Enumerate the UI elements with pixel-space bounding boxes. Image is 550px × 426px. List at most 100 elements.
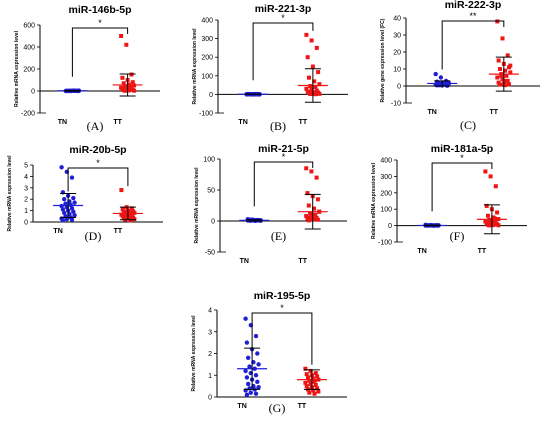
y-tick-label: 2 (208, 351, 212, 358)
data-point (307, 378, 312, 383)
data-point (508, 70, 513, 75)
significance-bracket (67, 167, 129, 192)
data-point (313, 84, 318, 89)
series-tt (112, 188, 143, 223)
y-axis-label: Relative mRNA expression level (371, 162, 377, 239)
data-point (313, 383, 318, 388)
data-point (495, 210, 500, 215)
significance-bracket (431, 162, 493, 212)
y-tick-label: 3 (24, 185, 28, 192)
series-tn (238, 91, 269, 97)
significance-marker: * (282, 152, 286, 162)
panel-title: miR-21-5p (258, 143, 309, 155)
y-tick-label: 400 (201, 18, 213, 25)
panel-title: miR-20b-5p (69, 144, 126, 156)
data-point (123, 84, 127, 89)
data-point (128, 218, 133, 223)
y-tick-label: 0 (31, 89, 35, 96)
data-point (304, 86, 309, 91)
data-point (304, 32, 309, 37)
x-category-label: TT (478, 248, 487, 255)
data-point (246, 355, 251, 361)
series-tt (112, 34, 143, 97)
data-point (306, 203, 311, 208)
y-tick-label: 40 (393, 16, 401, 23)
significance-bracket (251, 312, 313, 365)
y-tick-label: -100 (378, 240, 392, 247)
data-point (497, 82, 502, 87)
data-point (243, 316, 248, 321)
data-point (504, 78, 509, 83)
data-point (505, 53, 510, 58)
data-point (504, 73, 509, 78)
data-point (503, 83, 508, 88)
y-tick-label: 200 (23, 67, 35, 74)
y-tick-label: 0 (208, 395, 212, 402)
significance-bracket (441, 20, 505, 70)
data-point (303, 366, 308, 371)
data-point (308, 211, 313, 216)
data-point (72, 200, 77, 205)
data-point (304, 214, 309, 219)
y-tick-label: -200 (21, 111, 35, 118)
y-tick-label: 0 (388, 223, 392, 230)
panel-c: miR-222-3p -10 0 10 20 30 40 Relative gene expr… (380, 0, 540, 132)
data-point (312, 379, 317, 384)
data-point (312, 212, 317, 217)
data-point (503, 68, 508, 73)
data-point (61, 197, 67, 202)
panel-g: miR-195-5p 0 1 2 3 4 Relative mRNA expression … (191, 290, 347, 415)
data-point (312, 206, 317, 211)
data-point (309, 38, 314, 43)
data-point (256, 362, 261, 367)
data-point (307, 75, 311, 80)
y-axis-label: Relative mRNA expression level (191, 315, 197, 392)
data-point (312, 79, 317, 84)
data-point (310, 64, 315, 69)
y-tick-label: 400 (380, 158, 392, 165)
data-point (120, 75, 125, 80)
data-point (508, 63, 513, 68)
series-tn (237, 316, 268, 398)
data-point (308, 381, 313, 386)
data-point (316, 389, 321, 394)
data-point (256, 385, 261, 390)
significance-marker: * (98, 18, 102, 28)
y-tick-label: -50 (205, 250, 215, 257)
data-point (313, 217, 318, 222)
data-point (253, 391, 259, 396)
series-tn (427, 71, 458, 88)
data-point (128, 85, 133, 90)
data-point (483, 219, 488, 224)
data-point (484, 203, 489, 208)
data-point (433, 71, 438, 77)
data-point (486, 213, 490, 218)
data-point (130, 80, 135, 85)
x-category-label: TN (417, 248, 426, 255)
panel-title: miR-181a-5p (431, 143, 493, 155)
y-tick-label: 400 (23, 45, 35, 52)
significance-bracket (252, 22, 314, 81)
panel-label: (E) (271, 229, 286, 243)
y-tick-label: 0 (24, 220, 28, 227)
panel-d: miR-20b-5p 0 1 2 3 4 5 Relative mRNA expression… (7, 144, 163, 243)
y-axis-label: Relative gene expression level (FC) (380, 18, 386, 102)
y-tick-label: 30 (393, 33, 401, 40)
data-point (312, 391, 317, 396)
y-tick-label: 100 (380, 207, 392, 214)
data-point (438, 75, 444, 80)
data-point (303, 380, 308, 385)
data-point (492, 216, 497, 221)
y-tick-label: 1 (208, 373, 212, 380)
x-category-label: TT (298, 403, 307, 410)
data-point (497, 67, 502, 71)
y-tick-label: 0 (209, 92, 213, 99)
data-point (304, 372, 309, 377)
panel-label: (C) (460, 118, 476, 132)
x-category-label: TN (237, 403, 246, 410)
data-point (69, 206, 75, 211)
data-point (308, 92, 313, 97)
